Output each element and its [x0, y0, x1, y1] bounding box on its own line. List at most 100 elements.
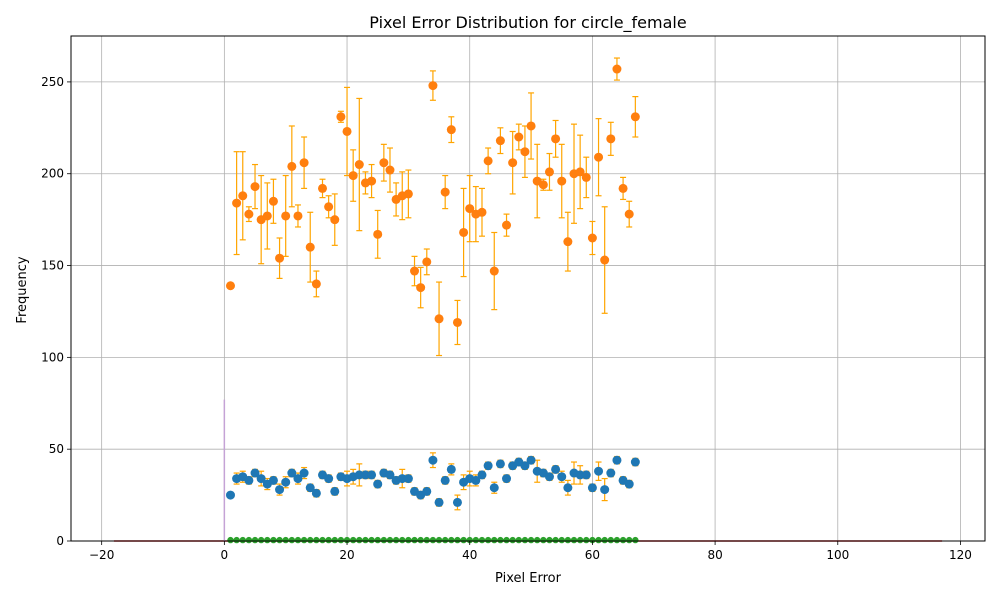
series-1-point	[544, 472, 554, 482]
series-0-point	[606, 134, 616, 144]
x-tick-label: 20	[339, 548, 354, 562]
series-0-point	[594, 152, 604, 162]
series-1-point	[563, 483, 573, 493]
series-1-point	[600, 485, 610, 495]
series-1-point	[293, 474, 303, 484]
series-1-point	[250, 468, 260, 478]
series-1-point	[268, 475, 278, 485]
series-1-point	[594, 466, 604, 476]
series-2-point	[472, 536, 480, 544]
series-2-point	[233, 536, 240, 544]
series-2-point	[595, 536, 602, 544]
series-0-point	[551, 134, 561, 144]
series-0-point	[520, 147, 530, 157]
series-1-point	[256, 474, 266, 484]
series-2-point	[356, 536, 363, 544]
series-0-point	[630, 112, 640, 122]
series-1-point	[287, 468, 297, 478]
series-2-point	[435, 536, 443, 544]
series-1-point	[489, 483, 499, 493]
axis-ticks: −20 0 20 40 60 80 100 120 0 50 100 150 200 250	[41, 75, 972, 562]
series-1-point	[275, 485, 285, 495]
series-2-point	[527, 536, 535, 544]
series-1-point	[551, 464, 561, 474]
series-0-point	[275, 253, 285, 263]
series-2-point	[368, 536, 375, 544]
series-0-point	[299, 158, 309, 168]
series-1-point	[581, 470, 591, 480]
series-2-point	[491, 536, 498, 544]
series-2-point	[239, 536, 246, 544]
series-2-point	[619, 536, 627, 544]
series-0-point	[612, 64, 622, 74]
series-2-point	[325, 536, 332, 544]
series-0-point	[385, 165, 395, 175]
series-1-point	[422, 486, 432, 496]
y-tick-label: 150	[41, 259, 64, 273]
series-1-point	[403, 474, 413, 484]
series-2-point	[423, 536, 430, 544]
y-tick-label: 250	[41, 75, 64, 89]
chart-title: Pixel Error Distribution for circle_fema…	[369, 13, 686, 33]
series-2-point	[349, 536, 357, 544]
series-2-point	[448, 536, 455, 544]
data-marks	[113, 57, 943, 544]
series-0-point	[459, 227, 469, 237]
series-0-point	[434, 314, 444, 324]
grid-lines	[71, 36, 985, 542]
series-0-point	[244, 209, 254, 219]
series-2-point	[362, 536, 369, 544]
series-2-point	[411, 536, 418, 544]
series-0-point	[293, 211, 303, 221]
series-2-point	[478, 536, 486, 544]
series-2-point	[632, 536, 639, 544]
series-2-point	[454, 536, 461, 544]
series-2-point	[509, 536, 516, 544]
series-2-point	[552, 536, 559, 544]
series-1-point	[606, 468, 616, 478]
series-0-point	[465, 204, 475, 214]
series-0-point	[305, 242, 315, 252]
series-1-point	[244, 475, 254, 485]
series-0-point	[618, 183, 628, 193]
series-2-point	[497, 536, 504, 544]
series-1-point	[630, 457, 640, 467]
series-0-point	[268, 196, 278, 206]
series-0-point	[600, 255, 610, 265]
series-0-point	[581, 172, 591, 182]
series-2-point	[264, 536, 271, 544]
series-2-point	[515, 536, 522, 544]
series-2-point	[257, 536, 265, 544]
x-tick-label: −20	[89, 548, 114, 562]
series-0-point	[624, 209, 634, 219]
series-0-point	[281, 211, 291, 221]
series-0-point	[508, 158, 518, 168]
series-1-point	[520, 461, 530, 471]
series-2-point	[601, 536, 608, 544]
series-2-point	[405, 536, 412, 544]
series-1-point	[612, 455, 622, 465]
x-tick-label: 80	[707, 548, 722, 562]
series-1-point	[311, 488, 321, 498]
series-0-point	[477, 207, 487, 217]
series-2-point	[607, 536, 615, 544]
series-0-point	[538, 180, 548, 190]
series-2-point	[307, 536, 314, 544]
series-0-point	[410, 266, 420, 276]
y-tick-label: 200	[41, 167, 64, 181]
series-0-point	[495, 136, 505, 146]
series-0-point	[262, 211, 272, 221]
series-2-point	[417, 536, 424, 544]
series-2-point	[441, 536, 449, 544]
series-0-point	[489, 266, 499, 276]
series-1-point	[373, 479, 383, 489]
plot-frame	[70, 35, 986, 542]
series-2-point	[484, 536, 492, 544]
series-2-point	[583, 536, 590, 544]
series-2-point	[337, 536, 345, 544]
series-2-point	[460, 536, 467, 544]
series-2-point	[282, 536, 289, 544]
series-2-point	[300, 536, 308, 544]
series-2-point	[564, 536, 572, 544]
series-0-point	[379, 158, 389, 168]
